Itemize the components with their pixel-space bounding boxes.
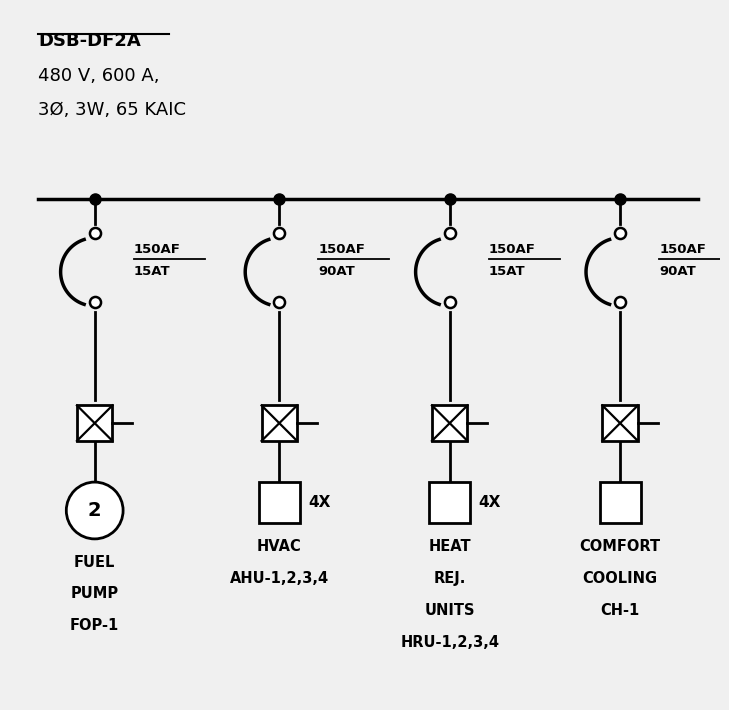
Text: UNITS: UNITS (424, 603, 475, 618)
Text: CH-1: CH-1 (601, 603, 640, 618)
Text: 150AF: 150AF (319, 244, 365, 256)
Text: 90AT: 90AT (659, 265, 696, 278)
Bar (259, 482, 300, 523)
Text: 90AT: 90AT (319, 265, 355, 278)
Text: 150AF: 150AF (659, 244, 706, 256)
Text: 4X: 4X (308, 495, 331, 510)
Text: 15AT: 15AT (488, 265, 526, 278)
Text: HVAC: HVAC (257, 539, 302, 554)
Text: 150AF: 150AF (488, 244, 536, 256)
Bar (602, 405, 638, 441)
Text: PUMP: PUMP (71, 586, 119, 601)
Text: 3Ø, 3W, 65 KAIC: 3Ø, 3W, 65 KAIC (38, 101, 186, 119)
Text: HEAT: HEAT (429, 539, 471, 554)
Bar (429, 482, 470, 523)
Bar (77, 405, 112, 441)
Text: AHU-1,2,3,4: AHU-1,2,3,4 (230, 571, 329, 586)
Text: REJ.: REJ. (434, 571, 466, 586)
Text: COOLING: COOLING (582, 571, 658, 586)
Bar (599, 482, 641, 523)
Text: HRU-1,2,3,4: HRU-1,2,3,4 (400, 635, 499, 650)
Text: FUEL: FUEL (74, 555, 115, 569)
Text: COMFORT: COMFORT (580, 539, 660, 554)
Text: DSB-DF2A: DSB-DF2A (38, 32, 141, 50)
Text: 150AF: 150AF (133, 244, 181, 256)
Text: 15AT: 15AT (133, 265, 171, 278)
Text: FOP-1: FOP-1 (70, 618, 120, 633)
Bar (432, 405, 467, 441)
Circle shape (66, 482, 123, 539)
Text: 480 V, 600 A,: 480 V, 600 A, (38, 67, 160, 85)
Bar (262, 405, 297, 441)
Text: 2: 2 (88, 501, 101, 520)
Text: 4X: 4X (479, 495, 501, 510)
